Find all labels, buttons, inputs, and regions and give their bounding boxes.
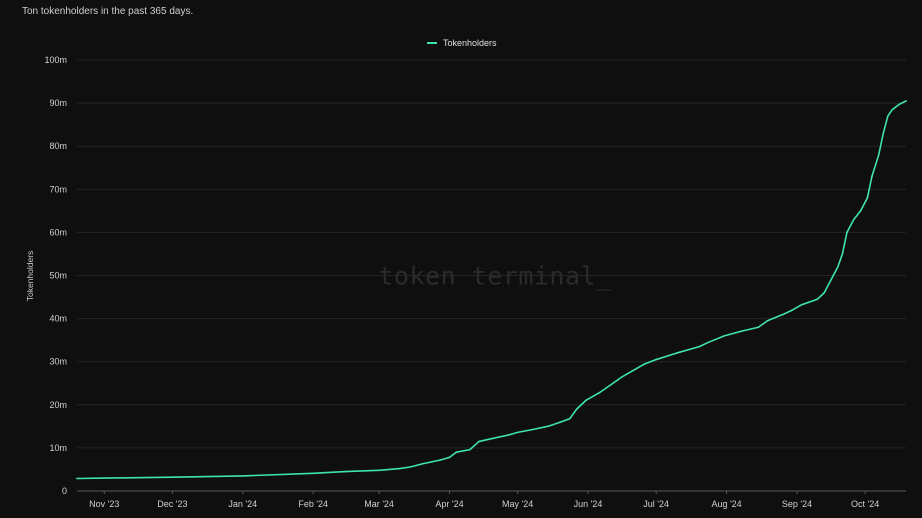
x-tick-label: Jul '24 <box>643 499 669 509</box>
data-point <box>859 210 862 212</box>
data-point <box>866 197 869 199</box>
data-point <box>852 218 855 221</box>
x-tick-label: Nov '23 <box>89 499 119 509</box>
x-tick-label: Feb '24 <box>298 499 328 509</box>
data-point <box>887 115 889 117</box>
data-point <box>410 466 412 468</box>
series-line-tokenholders <box>76 100 907 480</box>
legend-label: Tokenholders <box>443 38 497 48</box>
data-point <box>171 476 174 479</box>
grid-lines <box>77 59 906 494</box>
y-tick-label: 50m <box>49 271 67 281</box>
data-point <box>312 472 315 475</box>
data-point <box>598 391 601 394</box>
data-point <box>800 304 803 306</box>
x-tick-label: Oct '24 <box>851 499 879 509</box>
y-tick-label: 30m <box>49 357 67 367</box>
y-tick-label: 90m <box>49 98 67 108</box>
data-point <box>877 154 880 156</box>
data-point <box>655 358 657 361</box>
data-point <box>830 279 832 281</box>
data-point <box>532 428 535 431</box>
data-point <box>675 352 678 354</box>
data-point <box>344 470 346 473</box>
data-point <box>575 408 578 410</box>
data-point <box>782 313 785 316</box>
data-point <box>766 319 769 322</box>
legend[interactable]: Tokenholders <box>427 38 497 48</box>
data-point <box>421 463 424 465</box>
data-point <box>584 399 587 402</box>
y-tick-labels: 0 10m 20m 30m 40m 50m 60m 70m 80m 90m 100m <box>44 55 67 496</box>
data-point <box>898 103 900 106</box>
chart-subtitle: Ton tokenholders in the past 365 days. <box>22 6 194 17</box>
data-point <box>707 341 710 344</box>
data-point <box>723 335 726 337</box>
data-point <box>491 437 494 440</box>
data-point <box>632 369 635 372</box>
data-point <box>791 309 794 311</box>
x-tick-label: Sep '24 <box>782 499 812 509</box>
data-point <box>455 451 458 454</box>
data-point <box>757 326 760 329</box>
x-tick-label: Apr '24 <box>435 499 463 509</box>
data-point <box>644 363 646 365</box>
y-tick-label: 100m <box>44 55 67 65</box>
data-point <box>891 108 894 111</box>
x-tick-label: Aug '24 <box>711 499 741 509</box>
x-tick-label: Dec '23 <box>157 499 187 509</box>
data-point <box>569 417 571 420</box>
data-point <box>846 231 848 234</box>
y-tick-label: 40m <box>49 314 67 324</box>
data-point <box>76 477 78 480</box>
data-point <box>841 253 844 255</box>
data-point <box>469 448 471 451</box>
data-point <box>905 100 907 102</box>
y-tick-label: 80m <box>49 141 67 151</box>
data-point <box>516 431 519 434</box>
y-tick-label: 70m <box>49 184 67 194</box>
data-point <box>548 425 551 427</box>
x-tick-label: Jan '24 <box>228 499 257 509</box>
data-point <box>378 469 380 472</box>
data-point <box>816 298 819 301</box>
data-point <box>882 132 885 135</box>
data-point <box>621 375 623 378</box>
data-point <box>739 330 741 333</box>
data-point <box>837 266 839 268</box>
data-point <box>698 345 701 348</box>
data-point <box>612 382 614 385</box>
data-point <box>242 475 244 477</box>
data-points <box>76 100 907 480</box>
x-tick-label: Mar '24 <box>364 499 394 509</box>
x-tick-label: Jun '24 <box>574 499 603 509</box>
y-tick-label: 0 <box>62 486 67 496</box>
x-tick-label: May '24 <box>502 499 533 509</box>
data-point <box>398 467 401 470</box>
data-point <box>439 459 442 461</box>
data-point <box>871 175 873 178</box>
y-tick-label: 10m <box>49 443 67 453</box>
y-tick-label: 20m <box>49 400 67 410</box>
data-point <box>823 291 826 294</box>
y-tick-label: 60m <box>49 227 67 237</box>
data-point <box>478 440 480 443</box>
legend-swatch <box>427 42 437 44</box>
data-point <box>507 434 510 436</box>
data-point <box>448 456 451 459</box>
data-point <box>559 421 562 423</box>
data-point <box>103 477 106 479</box>
x-tick-labels: Nov '23 Dec '23 Jan '24 Feb '24 Mar '24 Apr '… <box>89 499 879 509</box>
